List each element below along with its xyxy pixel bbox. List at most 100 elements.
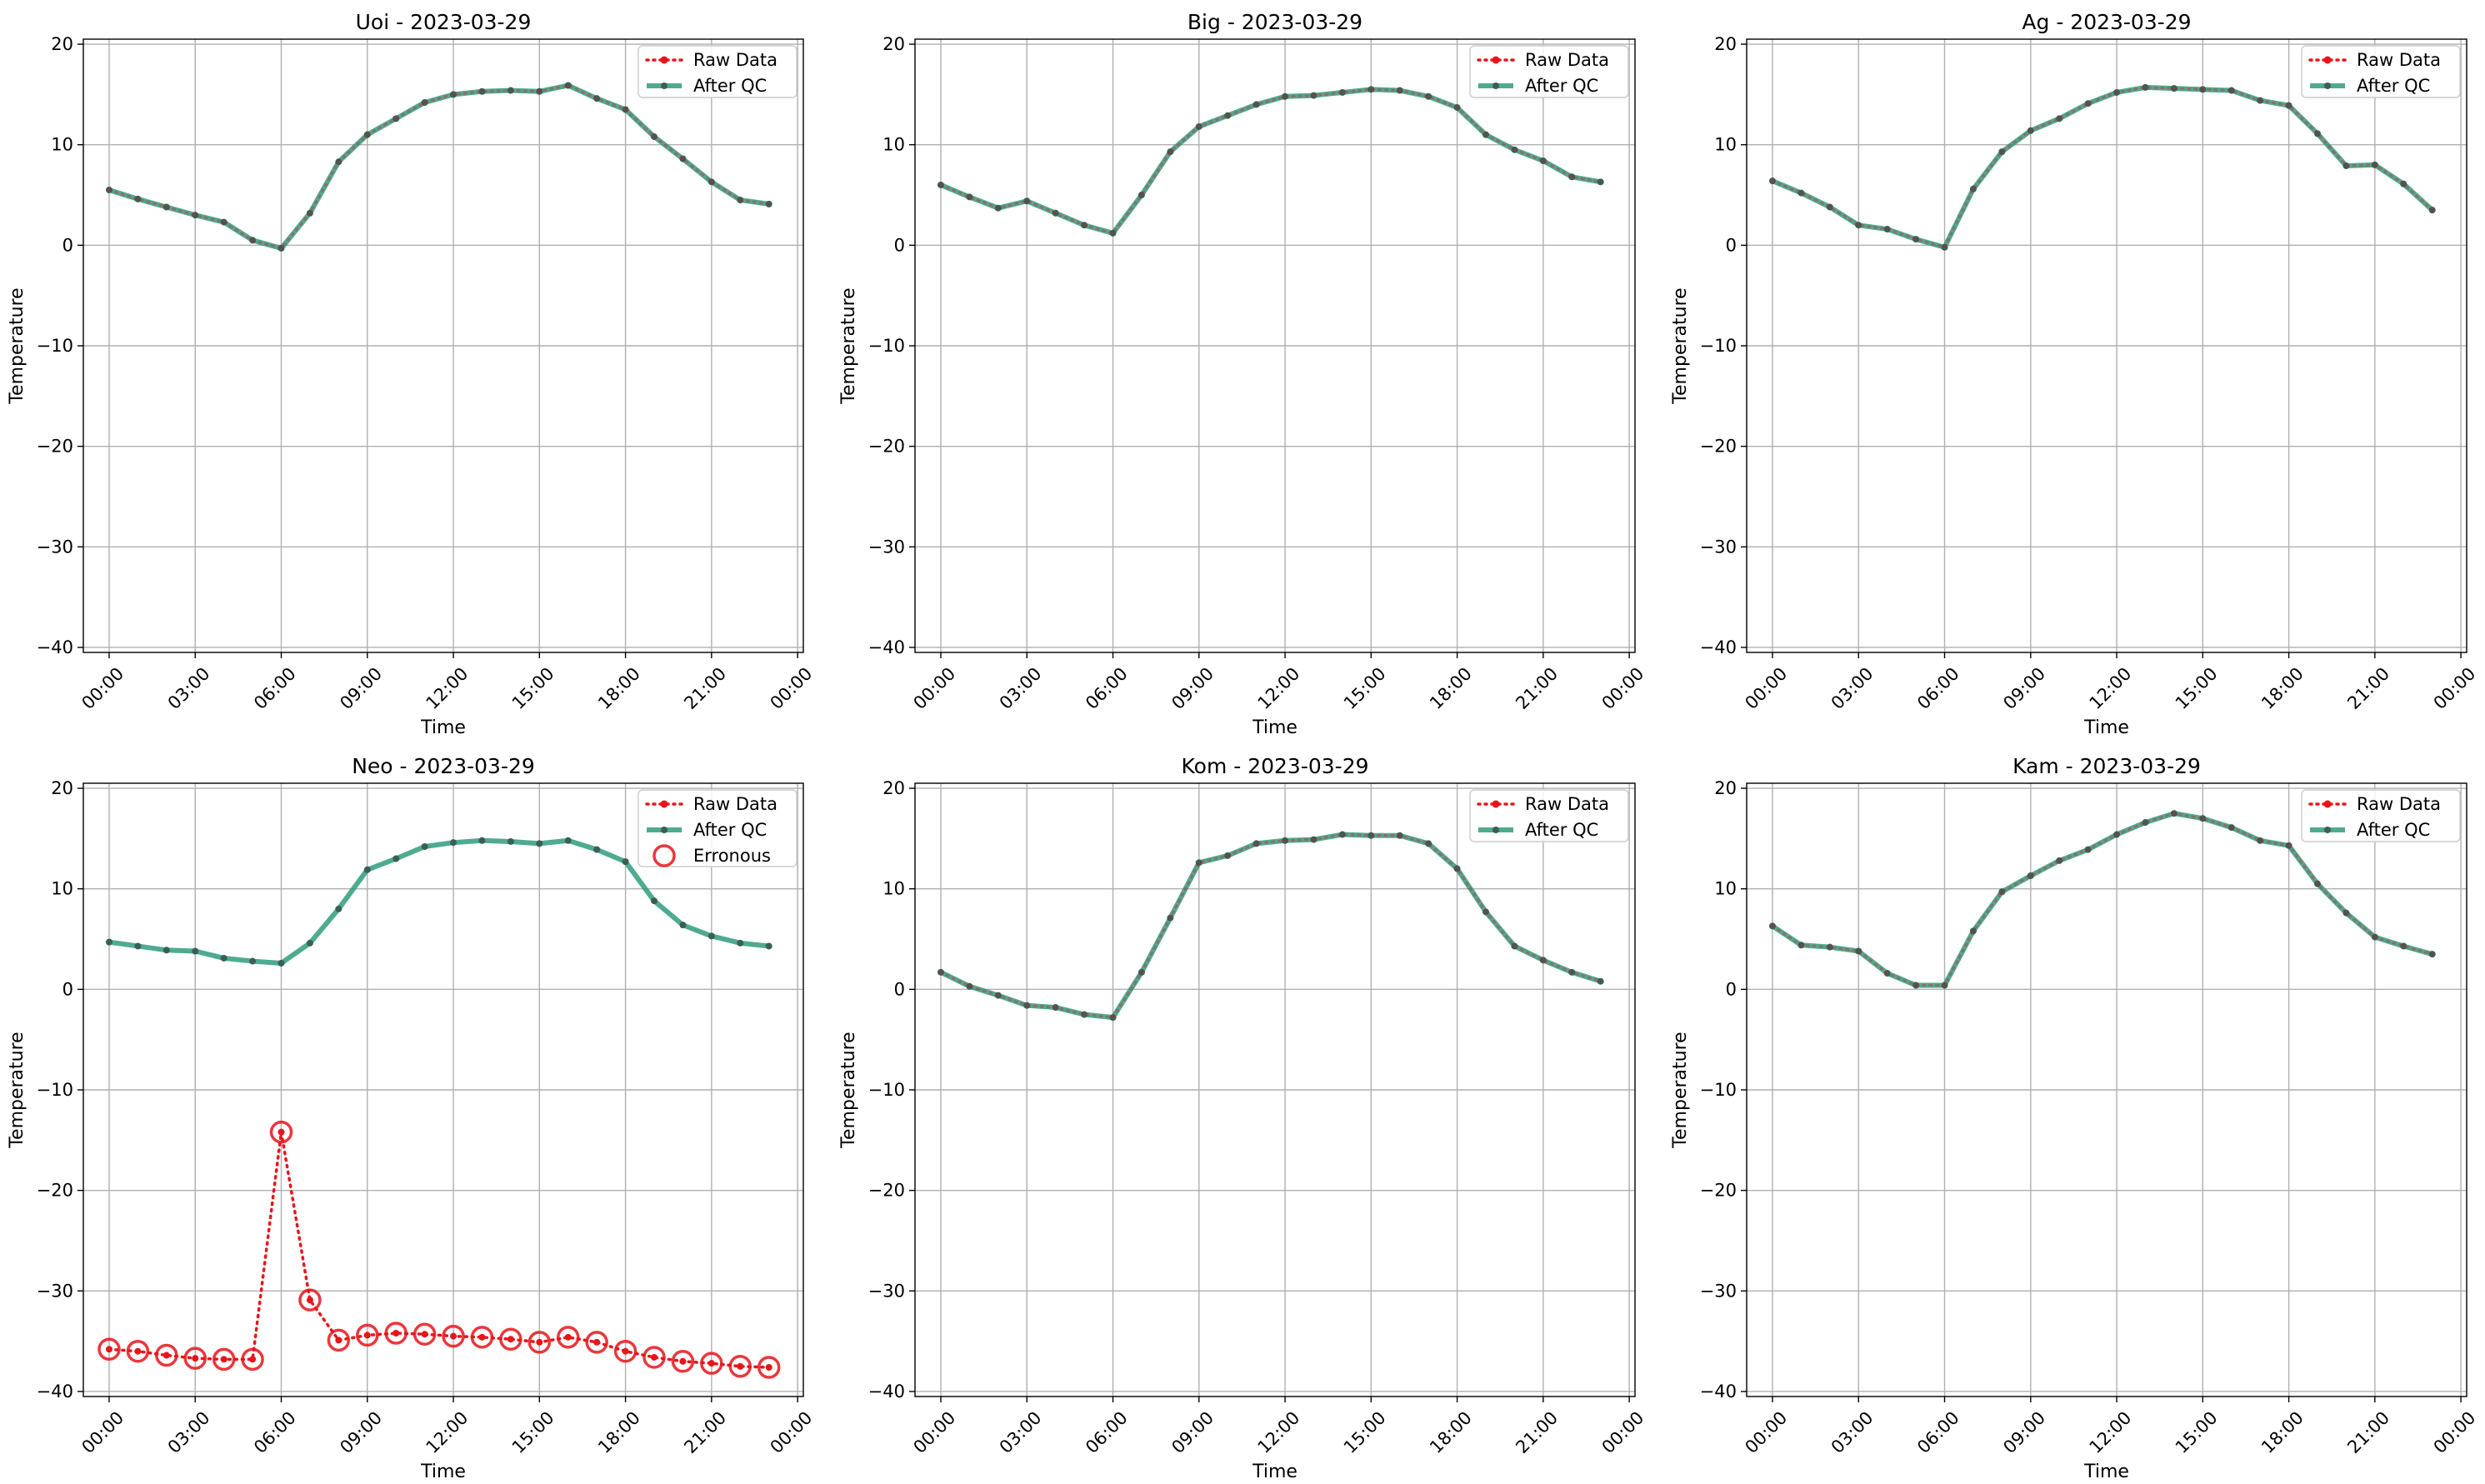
after-qc-point (622, 858, 629, 866)
after-qc-point (1826, 943, 1833, 951)
after-qc-point (593, 95, 601, 102)
raw-data-point (220, 1356, 228, 1363)
legend-err-label: Erronous (693, 846, 771, 866)
y-tick-label: 10 (51, 135, 73, 155)
after-qc-point (966, 193, 973, 201)
x-tick-label: 06:00 (1913, 1407, 1963, 1457)
erroneous-marker (470, 1326, 494, 1349)
after-qc-point (2170, 810, 2178, 817)
x-tick-label: 09:00 (336, 1407, 386, 1457)
after-qc-point (1282, 837, 1289, 844)
x-tick-label: 21:00 (1512, 1407, 1562, 1457)
after-qc-point (679, 155, 687, 162)
x-axis-label: Time (420, 1462, 466, 1482)
after-qc-point (134, 195, 142, 202)
after-qc-point (2056, 857, 2063, 864)
x-tick-label: 15:00 (508, 663, 558, 713)
after-qc-point (2084, 846, 2092, 853)
after-qc-point (363, 131, 371, 138)
after-qc-point (651, 897, 658, 905)
x-tick-label: 18:00 (594, 663, 644, 713)
after-qc-point (1453, 865, 1461, 872)
after-qc-point (1396, 832, 1403, 839)
x-axis-label: Time (420, 717, 466, 738)
after-qc-point (1768, 177, 1776, 185)
after-qc-point (1023, 1002, 1031, 1009)
erroneous-marker (556, 1326, 580, 1349)
after-qc-point (450, 839, 458, 847)
after-qc-point (1969, 185, 1977, 192)
legend-raw-marker (660, 800, 668, 808)
after-qc-point (1539, 157, 1547, 164)
after-qc-point (1368, 86, 1375, 93)
after-qc-line (939, 832, 1602, 1021)
after-qc-point (1023, 197, 1031, 205)
erroneous-marker (642, 1346, 666, 1369)
legend-qc-marker (1492, 827, 1499, 833)
after-qc-point (278, 244, 285, 252)
y-tick-label: −20 (868, 437, 905, 457)
x-tick-label: 18:00 (2258, 1407, 2308, 1457)
after-qc-point (1282, 92, 1289, 100)
after-qc-point (2027, 872, 2034, 880)
after-qc-point (2228, 824, 2235, 832)
raw-data-point (765, 1364, 772, 1372)
after-qc-point (249, 237, 257, 244)
raw-data-line (1771, 86, 2434, 249)
after-qc-point (220, 218, 228, 226)
legend-qc-label: After QC (1525, 76, 1598, 96)
y-tick-label: 20 (882, 778, 905, 798)
after-qc-point (1597, 977, 1604, 985)
after-qc-point (651, 133, 658, 141)
y-tick-label: −20 (1700, 437, 1737, 457)
after-qc-point (1855, 222, 1862, 229)
after-qc-point (622, 106, 629, 113)
after-qc-point (1109, 1014, 1117, 1022)
panel-title: Big - 2023-03-29 (1188, 10, 1362, 34)
x-tick-label: 00:00 (78, 663, 128, 713)
y-tick-label: 10 (882, 135, 905, 155)
x-tick-label: 12:00 (2086, 663, 2136, 713)
after-qc-point (1138, 968, 1145, 976)
after-qc-point (1252, 840, 1260, 847)
after-qc-point (421, 843, 428, 851)
x-tick-label: 12:00 (422, 1407, 472, 1457)
after-qc-point (679, 922, 687, 929)
x-tick-label: 03:00 (996, 663, 1046, 713)
y-tick-label: −40 (37, 1382, 73, 1402)
legend: Raw Data After QC (638, 45, 798, 98)
legend-raw-label: Raw Data (693, 794, 778, 814)
after-qc-point (2257, 97, 2264, 104)
y-tick-label: −20 (37, 437, 73, 457)
after-qc-point (1052, 209, 1059, 217)
raw-data-point (593, 1338, 601, 1346)
x-tick-label: 00:00 (1598, 663, 1648, 713)
x-tick-label: 15:00 (2172, 663, 2222, 713)
erroneous-marker (499, 1327, 522, 1351)
raw-data-point (392, 1329, 400, 1337)
after-qc-point (192, 212, 199, 219)
after-qc-line (939, 87, 1602, 236)
after-qc-point (1195, 859, 1202, 867)
after-qc-point (1138, 192, 1145, 199)
after-qc-point (2428, 951, 2436, 958)
x-tick-label: 00:00 (767, 1407, 817, 1457)
after-qc-point (994, 992, 1002, 999)
raw-data-point (679, 1357, 687, 1365)
after-qc-point (593, 846, 601, 853)
after-qc-point (1224, 852, 1232, 859)
y-tick-label: −40 (868, 1382, 905, 1402)
erroneous-marker (757, 1356, 781, 1379)
x-tick-label: 15:00 (1340, 1407, 1390, 1457)
erroneous-marker (298, 1288, 322, 1312)
after-qc-point (392, 855, 400, 862)
x-tick-label: 15:00 (508, 1407, 558, 1457)
erroneous-marker (126, 1339, 150, 1363)
erroneous-marker (442, 1324, 465, 1348)
after-qc-line (1771, 84, 2434, 250)
after-qc-point (564, 82, 572, 89)
x-tick-label: 06:00 (250, 1407, 300, 1457)
erroneous-marker (155, 1343, 178, 1367)
erroneous-marker (528, 1331, 552, 1354)
